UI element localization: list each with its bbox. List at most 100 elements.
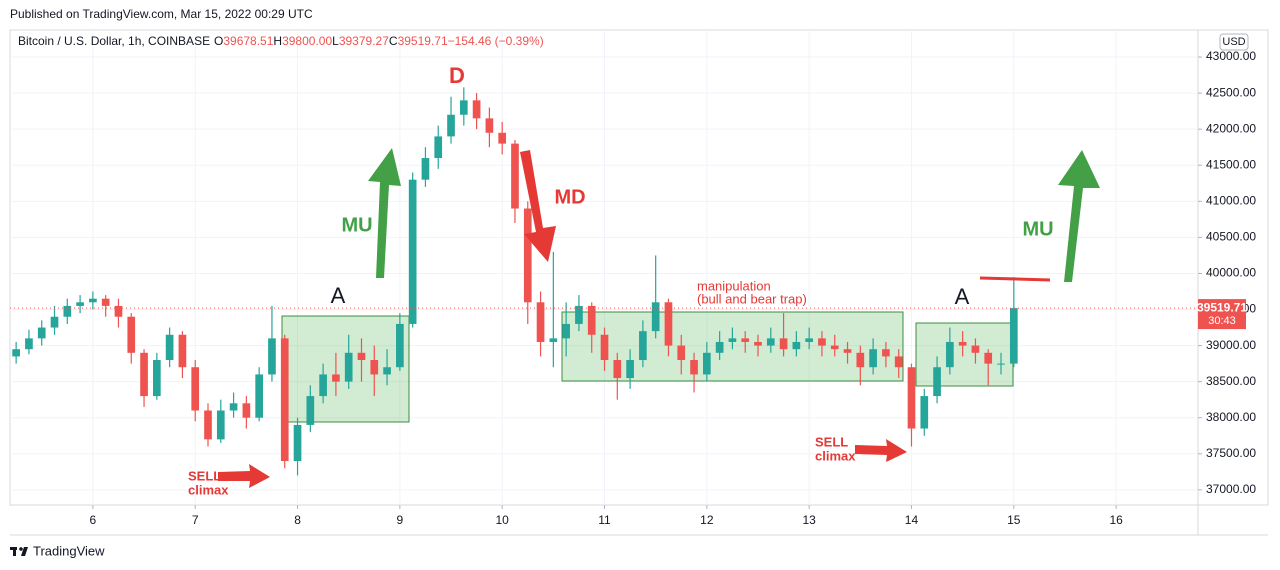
candle-body [204,410,212,440]
candle-body [421,158,430,180]
candle-body [882,349,890,357]
candle-body [549,338,558,342]
annotation: A [331,283,346,308]
last-price-box [1198,299,1246,330]
annotation: SELL [188,468,221,483]
up-arrow [368,148,401,278]
candle-body [280,338,289,461]
annotation: MU [341,214,372,236]
candle-body [153,360,161,397]
candle-body [856,352,865,368]
ohlc-label: O [214,34,223,48]
resistance-line [979,276,1051,282]
ohlc-legend: O39678.51H39800.00L39379.27C39519.71−154… [214,34,544,48]
candle-body [306,396,315,425]
ohlc-change: −154.46 (−0.39%) [448,34,544,48]
ohlc-value: 39519.71 [398,34,448,48]
x-tick-label: 9 [397,513,404,527]
candle-body [818,338,826,346]
candle-body [843,349,852,353]
x-tick-label: 13 [802,513,816,527]
annotation: D [449,63,465,88]
right-arrow [218,464,270,488]
candle-body [869,349,877,368]
candles [12,87,1018,476]
candle-body [779,338,788,350]
candle-body [703,352,711,375]
x-tick-label: 15 [1007,513,1021,527]
footer-brand: TradingView [33,543,105,558]
y-tick-label: 38500.00 [1206,374,1256,388]
y-tick-label: 43000.00 [1206,49,1256,63]
annotation: climax [815,448,856,463]
annotation: climax [188,482,229,497]
symbol-title: Bitcoin / U.S. Dollar, 1h, COINBASE [18,34,210,48]
candle-body [997,363,1005,365]
ohlc-value: 39678.51 [223,34,273,48]
candle-body [114,305,123,317]
ohlc-label: C [389,34,398,48]
candle-body [447,114,455,137]
x-tick-label: 8 [294,513,301,527]
x-tick-label: 12 [700,513,714,527]
candle-body [575,305,583,324]
candle-body [907,367,916,429]
ohlc-label: L [332,34,339,48]
candle-body [498,132,507,144]
candle-body [523,208,532,303]
annotation: MD [554,186,585,208]
candle-body [127,316,136,353]
candle-body [472,100,481,119]
candle-body [101,298,110,306]
candle-body [536,302,545,342]
annotation: SELL [815,434,848,449]
up-arrow [1058,150,1100,282]
candle-body [715,341,724,353]
candle-body [165,334,174,361]
candle-body [894,356,903,368]
countdown: 30:43 [1208,315,1236,327]
x-tick-label: 11 [598,513,611,527]
candle-body [971,345,980,353]
candle-body [89,298,97,303]
candle-body [485,118,494,133]
footer-logo [10,547,28,556]
right-arrow [855,439,907,462]
candle-body [268,338,276,375]
candle-body [741,338,750,342]
annotation: manipulation [697,278,771,293]
x-tick-label: 10 [496,513,510,527]
candle-body [613,360,622,379]
candle-body [216,410,225,440]
candle-body [651,302,660,332]
candle-body [792,341,801,350]
x-tick-label: 14 [905,513,919,527]
candle-body [600,334,609,361]
y-tick-label: 39000.00 [1206,338,1256,352]
y-tick-label: 37000.00 [1206,482,1256,496]
candle-body [396,323,404,368]
candle-body [946,341,954,368]
x-tick-label: 7 [192,513,199,527]
candle-body [332,374,340,382]
candle-body [191,367,200,411]
candle-body [383,367,391,375]
candle-body [958,341,967,346]
candle-body [140,352,148,397]
y-tick-label: 40000.00 [1206,266,1256,280]
last-price-label: 39519.71 [1197,300,1247,314]
candle-body [242,403,251,418]
candle-body [76,302,84,306]
candle-body [920,396,929,429]
candle-body [933,367,941,397]
currency-box [1219,33,1249,51]
candle-body [805,338,813,342]
candle-body [63,305,72,317]
y-tick-label: 37500.00 [1206,446,1256,460]
candle-body [587,305,596,335]
plot-frame [9,29,1269,506]
